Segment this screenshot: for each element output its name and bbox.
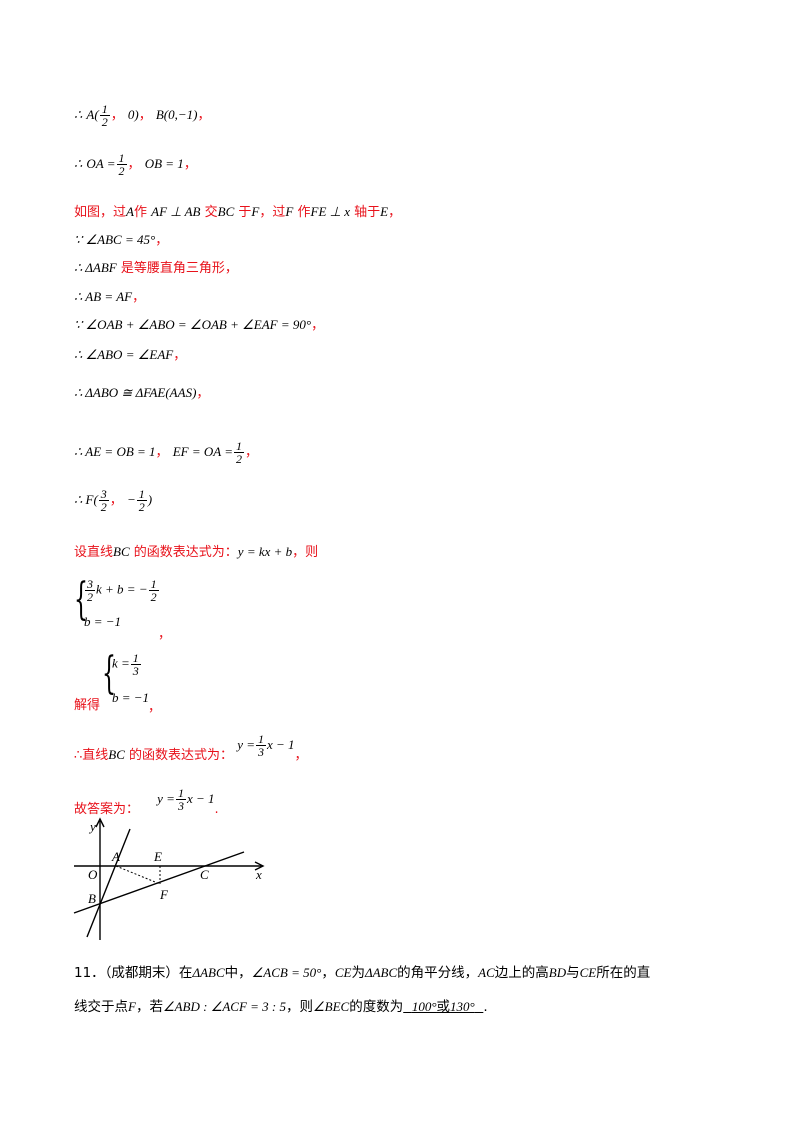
question-11-line-2: 线交于点F，若∠ABD : ∠ACF = 3 : 5，则∠BEC的度数为 100… [74, 999, 488, 1015]
x-axis-arrow [254, 861, 265, 871]
answer-blank: 100°或130° [411, 999, 475, 1015]
line-set-function: 设直线BC 的函数表达式为：y = kx + b，则 [74, 544, 319, 560]
dashed-af [115, 865, 161, 885]
line-point-coordinates: ∴ A(1 2， 0)， B(0,−1)， [74, 102, 211, 129]
label-o: O [88, 867, 98, 882]
line-congruent-triangles: ∴ ΔABO ≅ ΔFAE(AAS)， [74, 385, 210, 401]
line-angle-sum: ∵ ∠OAB + ∠ABO = ∠OAB + ∠EAF = 90°， [74, 317, 325, 333]
solution-system: { k = 1 3 b = −1 [102, 648, 150, 706]
line-angle-abc: ∵ ∠ABC = 45°， [74, 232, 169, 248]
line-bc-expression: ∴直线BC 的函数表达式为： y = 1 3 x − 1， [74, 732, 308, 763]
label-y: y [88, 819, 96, 834]
line-ab [86, 828, 131, 938]
therefore-symbol: ∴ [74, 107, 83, 122]
ob-length: OB = 1 [144, 156, 184, 171]
line-isosceles-right-triangle: ∴ ΔABF 是等腰直角三角形， [74, 260, 238, 276]
label-f: F [159, 887, 169, 902]
y-axis-arrow [95, 817, 105, 828]
line-ab-equals-af: ∴ AB = AF， [74, 289, 146, 305]
line-answer: 故答案为： y = 1 3 x − 1. [74, 786, 219, 817]
line-point-f: ∴ F(3 2， −1 2) [74, 487, 153, 514]
label-b: B [88, 891, 96, 906]
solved-label: 解得 [74, 698, 101, 713]
oa-length: OA = [86, 156, 116, 171]
point-b: B(0,−1) [155, 107, 198, 122]
question-11-line-1: 11．（成都期末）在ΔABC中，∠ACB = 50°，CE为ΔABC的角平分线，… [74, 965, 651, 981]
label-c: C [200, 867, 209, 882]
point-a-open: A( [86, 107, 99, 122]
label-e: E [153, 849, 162, 864]
line-construction: 如图，过A作 AF ⊥ AB 交BC 于F，过F 作FE ⊥ x 轴于E， [74, 204, 402, 220]
line-angle-equal: ∴ ∠ABO = ∠EAF， [74, 347, 187, 363]
point-a-close: 0) [127, 107, 139, 122]
line-segment-lengths: ∴ OA = 1 2， OB = 1， [74, 151, 197, 178]
left-brace: { [74, 574, 88, 625]
line-ae-ef: ∴ AE = OB = 1， EF = OA = 1 2， [74, 439, 258, 466]
label-x: x [255, 867, 262, 882]
coordinate-figure: y x O A B E F C [73, 817, 265, 940]
line-bc [73, 851, 245, 914]
label-a: A [111, 849, 120, 864]
